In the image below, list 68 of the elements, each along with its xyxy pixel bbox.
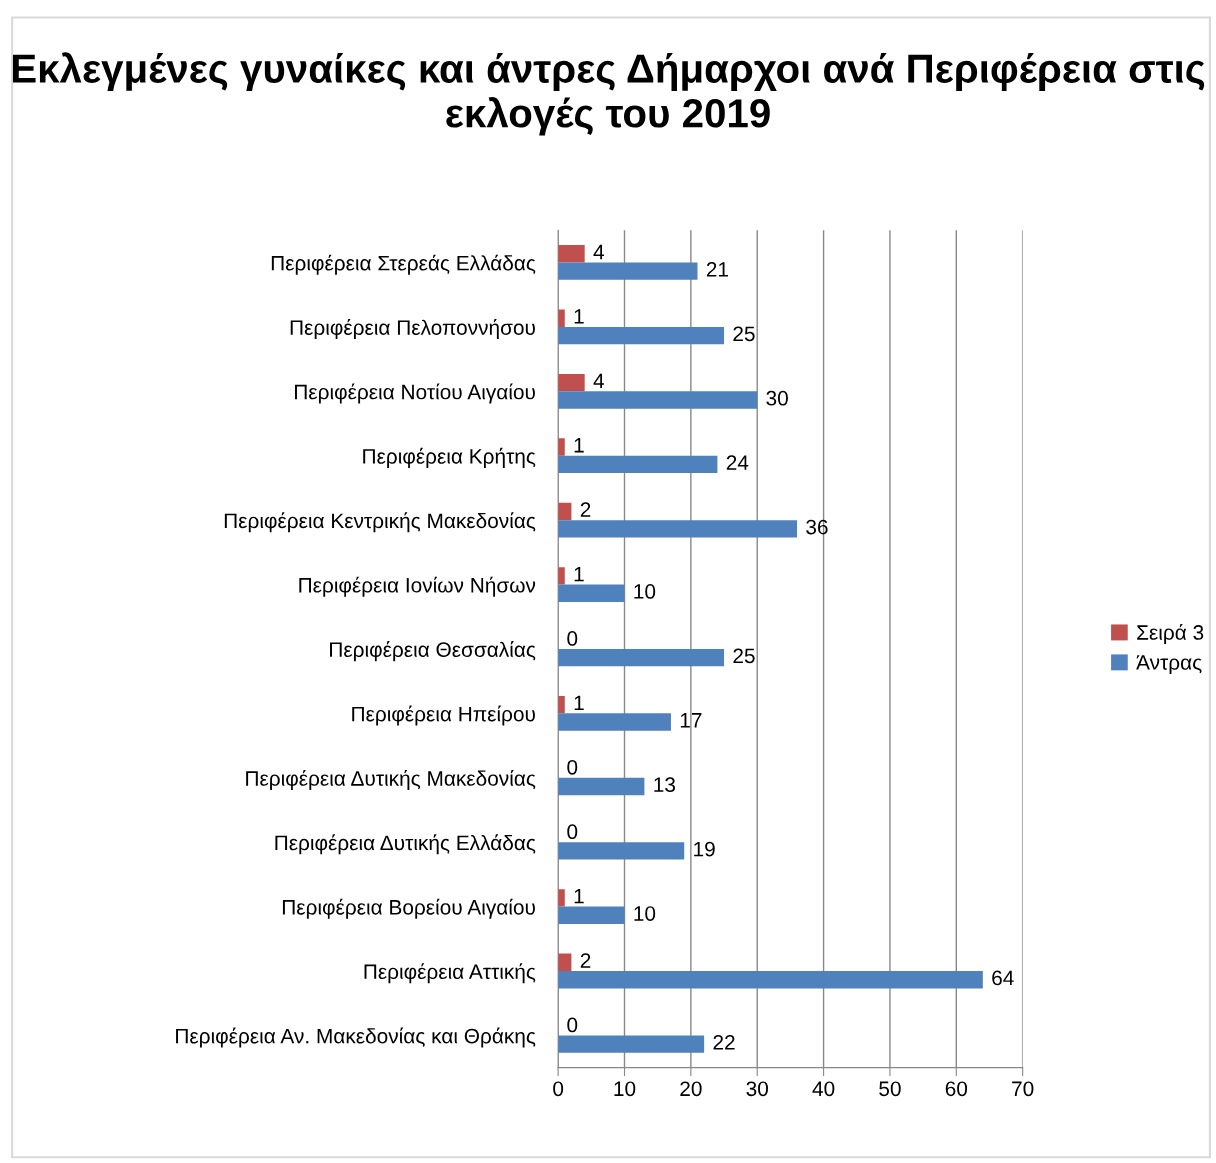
y-tick-label: Περιφέρεια Κρήτης [363,447,536,468]
data-label: 13 [654,777,675,793]
data-label: 0 [567,824,578,840]
data-label: 17 [680,713,702,728]
x-tick-label: 20 [680,1081,702,1097]
y-tick-label: Περιφέρεια Νοτίου Αιγαίου [295,383,535,404]
legend-label: Σειρά 3 [1137,623,1204,644]
bar [558,648,725,667]
bar [558,971,983,989]
data-label: 36 [806,519,828,535]
y-tick-label: Περιφέρεια Δυτικής Ελλάδας [275,834,536,855]
data-label: 22 [713,1034,735,1050]
bar [558,889,565,907]
data-label: 1 [574,695,584,711]
x-tick-label: 10 [614,1081,636,1097]
y-tick-label: Περιφέρεια Αν. Μακεδονίας και Θράκης [176,1027,536,1048]
data-label: 30 [766,390,788,406]
data-label: 64 [992,970,1014,986]
bar [558,842,685,860]
data-label: 10 [634,584,656,599]
data-label: 25 [733,648,755,664]
data-label: 21 [706,262,728,277]
bar [558,262,698,280]
data-label: 24 [726,455,749,470]
data-label: 1 [574,566,584,582]
x-tick-label: 30 [746,1081,768,1097]
data-label: 4 [593,373,604,388]
bar [558,777,645,796]
x-tick-label: 60 [945,1081,968,1097]
data-label: 0 [567,759,578,775]
bar [558,567,565,585]
y-tick-label: Περιφέρεια Κεντρικής Μακεδονίας [224,512,536,533]
bar [558,326,725,345]
bar [558,373,585,392]
bar [558,1035,705,1053]
y-tick-label: Περιφέρεια Αττικής [364,963,536,984]
data-label: 25 [733,326,755,342]
y-tick-label: Περιφέρεια Βορείου Αιγαίου [282,898,535,919]
data-label: 1 [574,309,584,324]
x-tick-label: 0 [553,1081,564,1097]
y-tick-label: Περιφέρεια Ιονίων Νήσων [299,576,536,597]
bar [558,438,565,456]
data-label: 0 [567,1017,578,1033]
data-label: 10 [634,906,656,921]
x-tick-label: 40 [812,1081,835,1097]
data-label: 2 [580,502,591,517]
data-label: 1 [574,888,584,904]
data-label: 2 [580,953,591,968]
y-tick-label: Περιφέρεια Δυτικής Μακεδονίας [246,769,536,790]
bar [558,520,798,538]
data-label: 0 [567,631,578,646]
bar [558,713,671,731]
bar [558,584,625,602]
bar [558,245,585,263]
data-label: 1 [574,438,584,453]
legend-label: Άντρας [1136,655,1202,674]
x-tick-label: 50 [879,1081,901,1097]
bar [558,906,625,924]
x-tick-label: 70 [1012,1081,1034,1097]
chart-title: Εκλεγμένες γυναίκες και άντρες Δήμαρχοι ανά Περιφέρεια στις εκλογές του 2019 [12,52,1205,136]
y-tick-label: Περιφέρεια Θεσσαλίας [330,641,536,662]
bar [558,391,758,409]
y-tick-label: Περιφέρεια Πελοποννήσου [290,319,535,340]
data-label: 4 [593,244,604,260]
bar [558,455,718,474]
y-tick-label: Περιφέρεια Ηπείρου [352,705,535,726]
data-label: 19 [694,841,715,857]
y-tick-label: Περιφέρεια Στερεάς Ελλάδας [271,254,536,275]
